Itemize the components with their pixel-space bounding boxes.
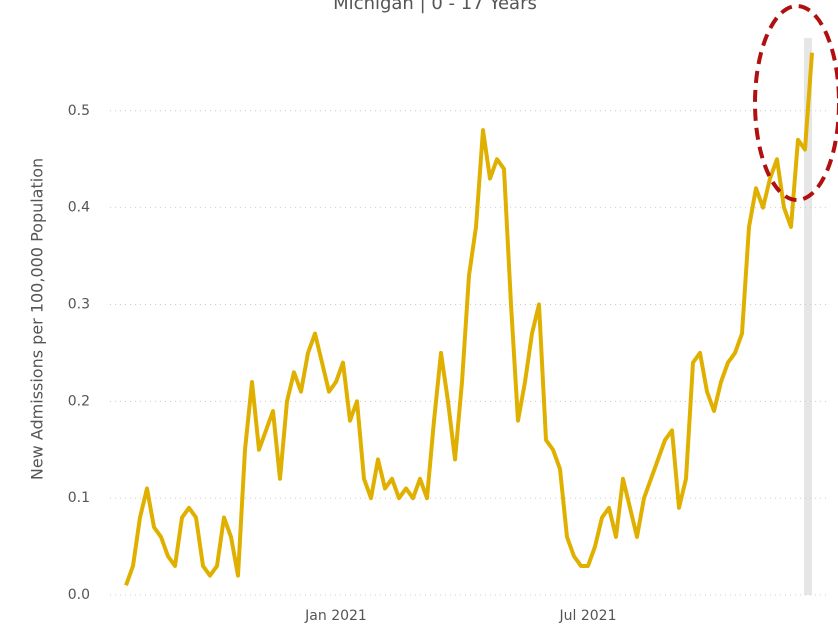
y-tick-label: 0.2 — [68, 393, 90, 409]
y-tick-label: 0.5 — [68, 103, 90, 119]
y-tick-label: 0.4 — [68, 200, 90, 216]
y-axis-label: New Admissions per 100,000 Population — [28, 158, 47, 480]
data-line — [124, 52, 814, 586]
y-tick-label: 0.3 — [68, 296, 90, 312]
highlight-band — [804, 38, 812, 595]
x-tick-label: Jul 2021 — [559, 608, 617, 624]
y-tick-label: 0.1 — [68, 490, 90, 506]
chart-title: Michigan | 0 - 17 Years — [333, 0, 537, 14]
x-tick-label: Jan 2021 — [304, 608, 367, 624]
y-tick-label: 0.0 — [68, 587, 90, 603]
